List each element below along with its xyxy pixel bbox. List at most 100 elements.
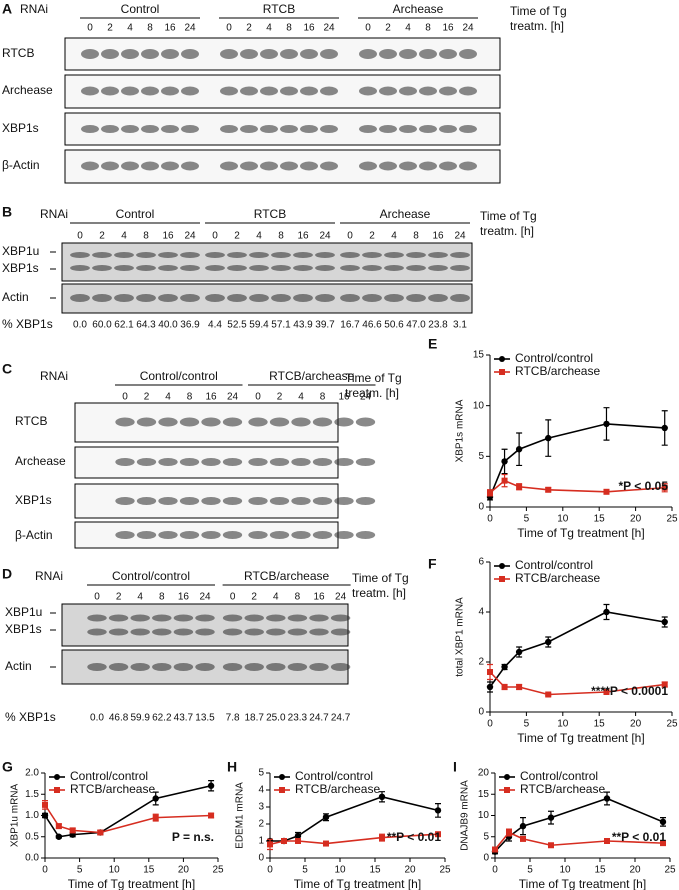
- legend-marker: [54, 774, 60, 780]
- time-label: 16: [432, 231, 444, 242]
- time-label: 0: [212, 231, 218, 242]
- time-label: 4: [127, 23, 133, 34]
- band: [179, 417, 200, 427]
- band: [355, 531, 376, 539]
- band: [220, 125, 238, 133]
- x-tick-label: 15: [143, 865, 155, 876]
- data-point: [501, 458, 508, 465]
- time-label: 4: [391, 231, 397, 242]
- band: [205, 294, 225, 302]
- data-point: [545, 691, 552, 698]
- data-point: [208, 812, 215, 819]
- band: [459, 161, 477, 171]
- time-label: 8: [295, 592, 301, 603]
- row-label: Archease: [15, 454, 66, 468]
- x-tick-label: 5: [524, 719, 530, 730]
- y-tick-label: 0.5: [25, 831, 39, 842]
- time-label: 16: [162, 231, 174, 242]
- data-point: [603, 420, 610, 428]
- band: [152, 628, 172, 636]
- band: [195, 663, 215, 671]
- x-axis-label: Time of Tg treatment [h]: [519, 877, 646, 890]
- band: [70, 294, 90, 302]
- rnai-label: RNAi: [40, 207, 68, 221]
- series-line: [489, 423, 665, 498]
- time-label: 0: [365, 23, 371, 34]
- group-label: RTCB/archease: [244, 569, 329, 583]
- band: [271, 294, 291, 302]
- panel-letter: E: [428, 336, 437, 352]
- band: [141, 125, 159, 133]
- y-axis-label: DNAJB9 mRNA: [460, 780, 471, 851]
- time-label: 16: [205, 392, 217, 403]
- band: [195, 628, 215, 636]
- percent-value: 43.9: [293, 320, 313, 331]
- time-label: 24: [462, 23, 474, 34]
- band: [293, 294, 313, 302]
- band: [355, 417, 376, 427]
- x-tick-label: 20: [404, 865, 416, 876]
- band: [399, 161, 417, 171]
- y-tick-label: 6: [478, 557, 484, 568]
- band: [359, 49, 377, 59]
- band: [201, 417, 221, 427]
- time-label: 8: [159, 592, 165, 603]
- band: [260, 86, 278, 96]
- data-point: [501, 663, 508, 671]
- band: [359, 161, 377, 171]
- band: [459, 49, 477, 59]
- band: [220, 49, 238, 59]
- x-tick-label: 10: [557, 719, 569, 730]
- data-point: [435, 831, 441, 838]
- row-label: XBP1s: [15, 493, 52, 507]
- band: [459, 86, 477, 96]
- percent-value: 46.8: [109, 713, 129, 724]
- band: [248, 417, 268, 427]
- band: [87, 663, 107, 671]
- band: [227, 294, 247, 302]
- band: [300, 125, 318, 133]
- significance: **P < 0.01: [612, 830, 666, 844]
- band: [244, 628, 264, 636]
- data-point: [516, 483, 523, 490]
- band: [141, 86, 159, 96]
- percent-value: 18.7: [244, 713, 264, 724]
- band: [180, 294, 200, 302]
- band: [249, 252, 269, 258]
- band: [121, 86, 139, 96]
- percent-value: 0.0: [90, 713, 104, 724]
- data-point: [97, 829, 104, 836]
- band: [439, 86, 457, 96]
- x-tick-label: 0: [42, 865, 48, 876]
- band: [244, 663, 264, 671]
- x-tick-label: 5: [524, 514, 530, 525]
- band: [419, 161, 437, 171]
- band: [115, 531, 135, 539]
- x-tick-label: 15: [594, 514, 606, 525]
- time-label: 2: [107, 23, 113, 34]
- band: [280, 161, 298, 171]
- legend-marker: [54, 787, 60, 793]
- series-line: [44, 804, 212, 834]
- band: [222, 531, 243, 539]
- group-label: Control: [121, 2, 160, 16]
- data-point: [604, 838, 610, 844]
- band: [330, 628, 351, 636]
- band: [220, 161, 238, 171]
- x-tick-label: 25: [664, 865, 676, 876]
- legend-label: RTCB/archease: [515, 571, 600, 585]
- legend-marker: [499, 576, 505, 582]
- time-label: 2: [369, 231, 375, 242]
- y-axis-label: EDEM1 mRNA: [235, 782, 246, 849]
- percent-value: 24.7: [331, 713, 351, 724]
- time-label: 24: [227, 392, 239, 403]
- y-tick-label: 2: [258, 819, 264, 830]
- y-tick-label: 15: [473, 350, 485, 361]
- group-label: Archease: [380, 207, 431, 221]
- y-tick-label: 1: [258, 836, 264, 847]
- band: [101, 125, 119, 133]
- significance: ****P < 0.0001: [591, 684, 668, 698]
- x-axis-label: Time of Tg treatment [h]: [517, 731, 644, 745]
- percent-value: 62.2: [152, 713, 172, 724]
- legend-marker: [504, 774, 510, 780]
